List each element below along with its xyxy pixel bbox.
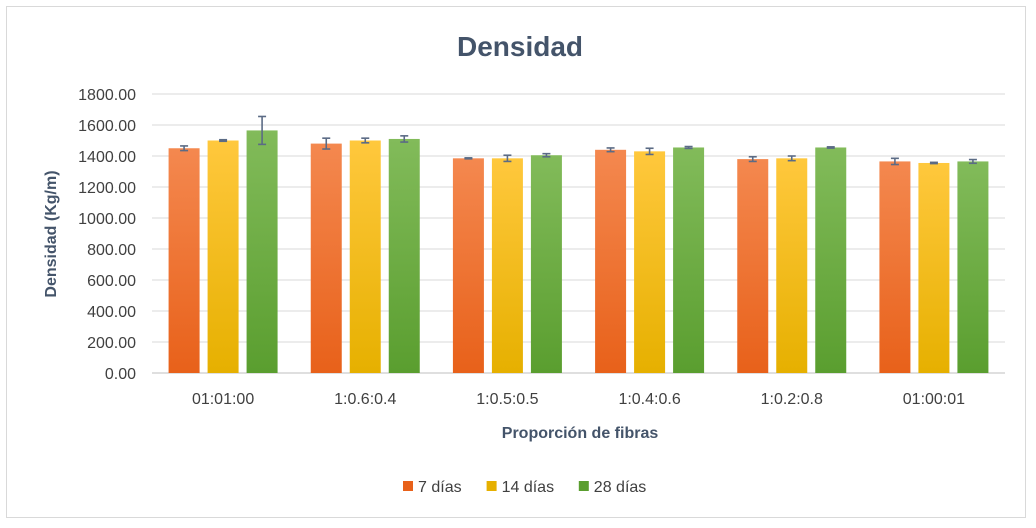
x-tick-label: 1:0.2:0.8 <box>761 391 823 408</box>
y-tick-label: 0.00 <box>105 366 136 383</box>
bar-28-días-1 <box>388 138 420 373</box>
error-bar <box>503 154 512 163</box>
error-bar <box>826 146 835 149</box>
bar-14-días-3 <box>634 151 666 373</box>
bar-7-días-3 <box>595 149 627 373</box>
y-tick-label: 1200.00 <box>78 180 136 197</box>
bar-28-días-2 <box>530 155 562 373</box>
bar-7-días-1 <box>310 143 342 373</box>
error-bar <box>542 152 551 158</box>
error-bar <box>258 115 267 146</box>
error-bar <box>361 137 370 144</box>
error-bar <box>180 145 189 152</box>
error-bar <box>322 137 331 150</box>
y-tick-label: 400.00 <box>87 304 136 321</box>
x-tick-label: 1:0.6:0.4 <box>334 391 396 408</box>
legend-swatch <box>486 481 497 491</box>
legend: 7 días 14 días 28 días <box>403 479 646 496</box>
y-tick-label: 1400.00 <box>78 149 136 166</box>
bar-28-días-5 <box>957 161 989 373</box>
y-tick-label: 1600.00 <box>78 118 136 135</box>
error-bar <box>464 157 473 160</box>
bar-7-días-4 <box>737 159 769 373</box>
bar-28-días-0 <box>246 130 278 373</box>
x-tick-label: 1:0.5:0.5 <box>476 391 538 408</box>
x-axis-ticks: 01:01:00 1:0.6:0.4 1:0.5:0.5 1:0.4:0.6 1:0.2… <box>192 391 965 408</box>
x-tick-label: 1:0.4:0.6 <box>618 391 680 408</box>
error-bar <box>400 135 409 143</box>
bar-14-días-4 <box>776 158 808 373</box>
y-tick-label: 1000.00 <box>78 211 136 228</box>
y-axis-title: Densidad (Kg/m) <box>43 170 60 297</box>
error-bar <box>606 147 615 153</box>
y-tick-label: 600.00 <box>87 273 136 290</box>
error-bar <box>219 138 228 143</box>
gridlines <box>152 93 1005 374</box>
bar-7-días-5 <box>879 161 911 373</box>
x-axis-title: Proporción de fibras <box>502 425 659 442</box>
bars <box>168 130 989 373</box>
legend-swatch <box>403 481 413 491</box>
bar-14-días-2 <box>491 158 523 373</box>
bar-28-días-4 <box>815 147 847 373</box>
x-tick-label: 01:00:01 <box>903 391 965 408</box>
y-tick-label: 1800.00 <box>78 87 136 104</box>
legend-label: 7 días <box>418 479 462 496</box>
bar-14-días-5 <box>918 162 950 373</box>
bar-7-días-2 <box>452 158 484 373</box>
error-bars <box>180 115 977 166</box>
legend-swatch <box>578 481 589 491</box>
chart-title: Densidad <box>457 31 583 62</box>
bar-7-días-0 <box>168 148 200 373</box>
bar-28-días-3 <box>673 147 705 373</box>
error-bar <box>890 157 899 166</box>
error-bar <box>929 161 938 165</box>
y-axis-ticks: 0.00 200.00 400.00 600.00 800.00 1000.00 1200.… <box>78 87 136 383</box>
legend-label: 14 días <box>502 479 554 496</box>
error-bar <box>748 155 757 163</box>
y-tick-label: 800.00 <box>87 242 136 259</box>
legend-label: 28 días <box>594 479 646 496</box>
bar-14-días-1 <box>349 140 381 373</box>
error-bar <box>684 145 693 150</box>
bar-14-días-0 <box>207 140 239 373</box>
error-bar <box>787 155 796 162</box>
error-bar <box>645 147 654 156</box>
y-tick-label: 200.00 <box>87 335 136 352</box>
error-bar <box>968 158 977 165</box>
x-tick-label: 01:01:00 <box>192 391 254 408</box>
